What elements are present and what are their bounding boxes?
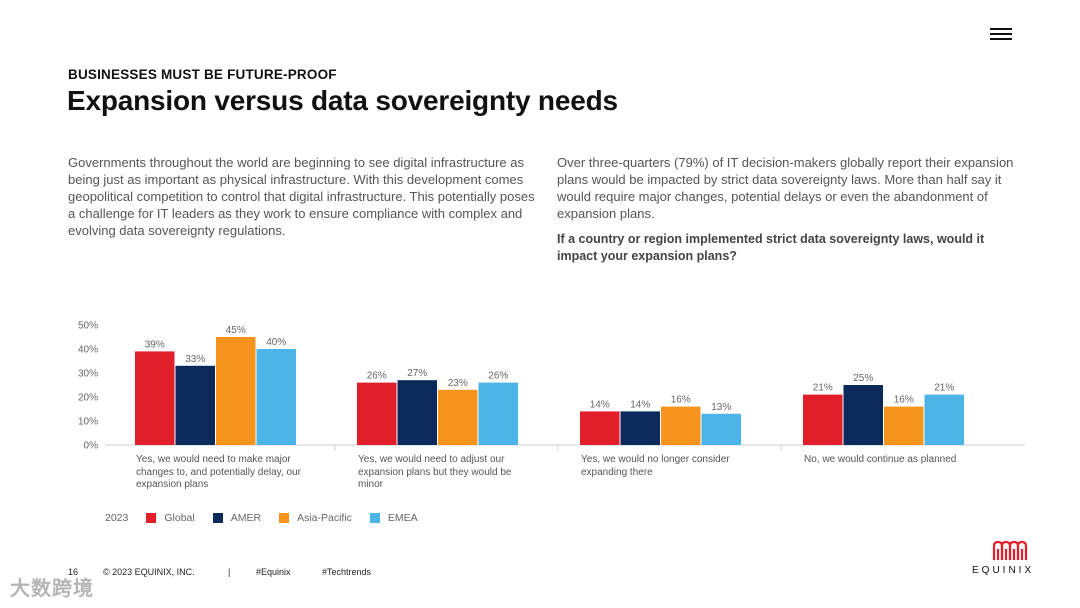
bar-amer bbox=[397, 380, 437, 445]
legend-item-emea: EMEA bbox=[369, 512, 418, 524]
footer-separator: | bbox=[228, 567, 231, 577]
category-label: No, we would continue as planned bbox=[804, 454, 957, 465]
bar-value-label: 26% bbox=[367, 371, 387, 382]
page-number: 16 bbox=[68, 567, 79, 577]
bar-emea bbox=[478, 382, 518, 445]
bar-value-label: 45% bbox=[226, 325, 246, 336]
category-label: Yes, we would no longer consider expandi… bbox=[581, 454, 730, 478]
bar-value-label: 21% bbox=[813, 383, 833, 394]
bar-value-label: 14% bbox=[590, 399, 610, 410]
legend-swatch bbox=[369, 513, 380, 523]
legend-item-global: Global bbox=[146, 512, 195, 524]
legend-item-asia-pacific: Asia-Pacific bbox=[279, 512, 352, 524]
bar-value-label: 40% bbox=[266, 337, 286, 348]
bar-emea bbox=[924, 394, 964, 445]
bar-emea bbox=[701, 413, 741, 445]
page-title: Expansion versus data sovereignty needs bbox=[67, 85, 618, 116]
bar-global bbox=[803, 394, 843, 445]
bar-global bbox=[580, 411, 620, 445]
legend-label: EMEA bbox=[387, 512, 418, 524]
chart-legend: 2023 Global AMER Asia-Pacific EMEA bbox=[105, 512, 436, 524]
copyright: © 2023 EQUINIX, INC. bbox=[103, 567, 195, 577]
logo-wordmark: EQUINIX bbox=[972, 565, 1035, 576]
eyebrow-heading: BUSINESSES MUST BE FUTURE-PROOF bbox=[68, 67, 337, 82]
survey-question: If a country or region implemented stric… bbox=[557, 232, 985, 263]
stat-paragraph: Over three-quarters (79%) of IT decision… bbox=[557, 155, 1014, 221]
legend-label: AMER bbox=[230, 512, 262, 524]
hashtag-techtrends[interactable]: #Techtrends bbox=[322, 567, 372, 577]
legend-swatch bbox=[146, 513, 157, 523]
legend-label: Asia-Pacific bbox=[297, 512, 352, 524]
legend-swatch bbox=[212, 513, 223, 523]
equinix-logo-icon bbox=[992, 540, 1028, 560]
bar-value-label: 27% bbox=[407, 368, 427, 379]
y-tick-label: 40% bbox=[78, 345, 98, 356]
bar-amer bbox=[175, 365, 215, 445]
y-tick-label: 30% bbox=[78, 369, 98, 380]
bar-value-label: 13% bbox=[711, 402, 731, 413]
bar-amer bbox=[620, 411, 660, 445]
y-tick-label: 20% bbox=[78, 393, 98, 404]
watermark: 大数跨境 bbox=[10, 578, 94, 600]
intro-paragraph: Governments throughout the world are beg… bbox=[68, 155, 535, 238]
bar-asia-pacific bbox=[884, 406, 924, 445]
bar-value-label: 21% bbox=[934, 383, 954, 394]
category-label: Yes, we would need to make major changes… bbox=[136, 454, 301, 490]
y-tick-label: 10% bbox=[78, 417, 98, 428]
legend-swatch bbox=[279, 513, 290, 523]
bar-value-label: 26% bbox=[488, 371, 508, 382]
legend-label: Global bbox=[164, 512, 195, 524]
bar-asia-pacific bbox=[438, 389, 478, 445]
legend-year: 2023 bbox=[105, 512, 129, 524]
bar-value-label: 23% bbox=[448, 378, 468, 389]
bar-value-label: 16% bbox=[894, 395, 914, 406]
hashtag-equinix[interactable]: #Equinix bbox=[256, 567, 291, 577]
bar-value-label: 16% bbox=[671, 395, 691, 406]
bar-amer bbox=[843, 385, 883, 445]
bar-asia-pacific bbox=[216, 337, 256, 445]
bar-value-label: 25% bbox=[853, 373, 873, 384]
menu-icon[interactable] bbox=[990, 28, 1012, 40]
bar-value-label: 33% bbox=[185, 354, 205, 365]
bar-value-label: 14% bbox=[630, 399, 650, 410]
bar-global bbox=[357, 382, 397, 445]
category-label: Yes, we would need to adjust our expansi… bbox=[358, 454, 512, 490]
bar-global bbox=[135, 351, 175, 445]
bar-value-label: 39% bbox=[145, 339, 165, 350]
bar-emea bbox=[256, 349, 296, 445]
y-tick-label: 0% bbox=[84, 441, 99, 452]
bar-asia-pacific bbox=[661, 406, 701, 445]
legend-item-amer: AMER bbox=[212, 512, 262, 524]
y-tick-label: 50% bbox=[78, 321, 98, 332]
